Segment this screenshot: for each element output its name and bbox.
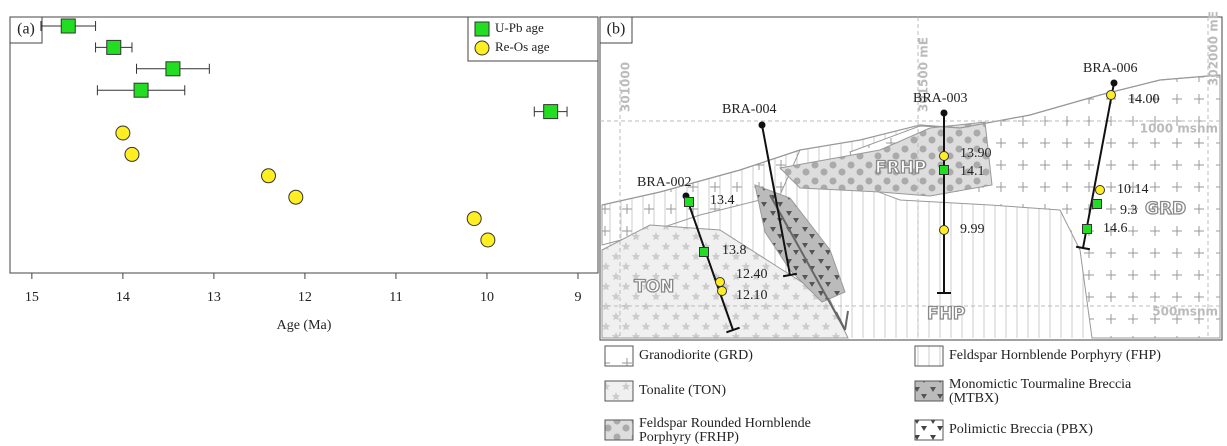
hole-end — [726, 326, 740, 334]
easting-label: 301500 mE — [917, 37, 931, 112]
point — [474, 40, 490, 56]
sample-age: 12.40 — [736, 267, 768, 282]
frhp-unit — [778, 121, 993, 197]
point — [261, 168, 277, 184]
legend-label: Granodiorite (GRD) — [639, 348, 753, 363]
legend-swatch — [604, 380, 634, 402]
hole-end — [782, 272, 798, 278]
chart-a: 15 14 13 12 11 10 9 U-Pb age Re-Os age — [25, 18, 581, 305]
ton-unit — [601, 224, 849, 339]
point — [480, 232, 496, 248]
unit-label: TON — [634, 277, 674, 297]
sample — [715, 277, 725, 287]
drill-hole — [761, 124, 791, 276]
point — [115, 125, 131, 141]
drill-hole — [685, 195, 734, 331]
collar — [940, 109, 948, 117]
point — [60, 18, 76, 34]
unit-label: FRHP — [875, 158, 926, 178]
sample — [939, 151, 949, 161]
legend-label: Feldspar Rounded Hornblende — [639, 416, 811, 431]
collar — [758, 121, 766, 129]
point — [106, 39, 122, 55]
sample-age: 14.1 — [960, 164, 985, 179]
sample — [1106, 90, 1116, 100]
sample — [939, 165, 949, 175]
x-tick-label: 10 — [480, 290, 494, 305]
unit-label: FHP — [927, 304, 965, 324]
unit-label: GRD — [1145, 199, 1186, 219]
sample-age: 10.14 — [1117, 182, 1149, 197]
legend-label: Tonalite (TON) — [639, 383, 726, 398]
sample-age: 9.3 — [1120, 203, 1138, 218]
legend-swatch — [914, 345, 944, 367]
point — [124, 146, 140, 162]
x-tick-label: 12 — [298, 290, 312, 305]
legend-label: Polimictic Breccia (PBX) — [949, 422, 1093, 437]
panel-label: (b) — [607, 21, 626, 38]
legend-label: Re-Os age — [495, 39, 550, 54]
x-tick-label: 11 — [389, 290, 402, 305]
panel-label-box — [9, 16, 43, 44]
sample-age: 13.8 — [722, 243, 747, 258]
point — [474, 21, 490, 37]
mtbx-unit — [754, 184, 846, 303]
hole-label: BRA-006 — [1083, 61, 1137, 76]
legend-swatch — [604, 345, 634, 367]
collar — [1110, 79, 1118, 87]
x-axis-label: Age (Ma) — [277, 318, 332, 333]
point — [133, 82, 149, 98]
legend-label: Monomictic Tourmaline Breccia — [949, 377, 1132, 392]
surface — [601, 74, 1221, 206]
map-b: (b) 301000 301500 mE 302000 mE 1000 msnm… — [599, 11, 1223, 341]
panel-label: (a) — [17, 21, 35, 38]
sample — [717, 286, 727, 296]
x-tick-label: 9 — [574, 290, 581, 305]
legend-swatch — [914, 380, 944, 402]
plot-frame — [9, 16, 599, 274]
legend-box — [467, 16, 599, 62]
elevation-label: 500msnm — [1152, 305, 1218, 319]
sample — [939, 225, 949, 235]
x-tick-label: 14 — [116, 290, 130, 305]
legend-label: Feldspar Hornblende Porphyry (FHP) — [949, 348, 1161, 363]
sample-age: 13.4 — [710, 193, 735, 208]
hole-end — [1075, 245, 1091, 251]
hole-label: BRA-003 — [913, 91, 967, 106]
legend-label: Porphyry (FRHP) — [639, 430, 739, 445]
point — [466, 211, 482, 227]
sample-age: 14.6 — [1103, 221, 1128, 236]
elevation-label: 1000 msnm — [1140, 122, 1218, 136]
grid — [600, 17, 1222, 338]
map-legend: Granodiorite (GRD) Feldspar Hornblende Po… — [604, 345, 1161, 445]
x-tick-label: 15 — [25, 290, 39, 305]
point — [288, 189, 304, 205]
sample-age: 14.00 — [1128, 92, 1160, 107]
sample-age: 12.10 — [736, 288, 768, 303]
sample — [699, 247, 709, 257]
hole-label: BRA-004 — [722, 102, 776, 117]
sample-age: 9.99 — [960, 222, 985, 237]
hole-label: BRA-002 — [637, 175, 691, 190]
legend-swatch — [914, 419, 944, 441]
sample-age: 13.90 — [960, 146, 992, 161]
sample — [684, 197, 694, 207]
sample — [1092, 199, 1102, 209]
easting-label: 302000 mE — [1207, 11, 1221, 86]
easting-label: 301000 — [619, 62, 633, 112]
drill-hole — [1082, 82, 1115, 249]
legend-swatch — [604, 419, 634, 441]
panel-label-box — [599, 16, 633, 44]
sample — [1082, 224, 1092, 234]
legend-label: (MTBX) — [949, 391, 999, 406]
point — [165, 61, 181, 77]
sample — [1095, 185, 1105, 195]
fault-arrow — [769, 194, 849, 331]
point — [543, 104, 559, 120]
x-tick-label: 13 — [207, 290, 221, 305]
legend-label: U-Pb age — [495, 20, 544, 35]
